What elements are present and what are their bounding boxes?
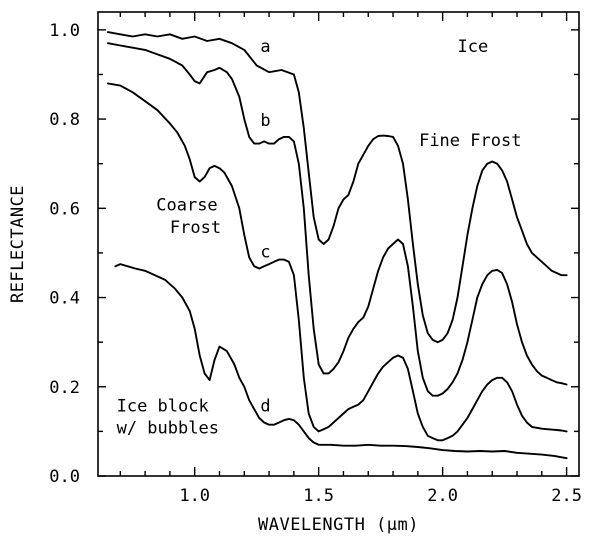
series-line-b [106,42,568,397]
series-line-d [114,263,568,460]
y-tick-label: 1.0 [49,21,80,41]
y-tick-label: 0.0 [49,467,80,487]
y-tick-label: 0.8 [49,110,80,130]
label-d: d [260,396,270,416]
label-a: a [260,37,270,57]
x-tick-label: 2.0 [427,486,458,506]
series-line-c [106,82,568,442]
label-ice-block: Ice block [117,396,209,416]
x-tick-label: 1.5 [303,486,334,506]
x-axis: 1.0 1.5 2.0 2.5 [119,12,582,506]
label-coarse: Coarse [156,196,217,216]
label-c: c [260,242,270,262]
series-layer [106,31,568,460]
plot-frame [97,11,580,477]
series-line-a [106,31,568,344]
y-axis: 0.0 0.2 0.4 0.6 0.8 1.0 [49,21,579,487]
y-tick-label: 0.2 [49,378,80,398]
y-tick-label: 0.6 [49,199,80,219]
label-frost: Frost [170,218,221,238]
x-tick-label: 2.5 [551,486,582,506]
label-b: b [260,111,270,131]
y-axis-label: REFLECTANCE [8,185,28,303]
label-ice-block-backing [114,397,212,416]
x-tick-label: 1.0 [179,486,210,506]
label-ice: Ice [458,37,489,57]
y-tick-label: 0.4 [49,289,80,309]
label-bubbles-backing [114,419,222,438]
label-bubbles: w/ bubbles [117,419,219,439]
label-fine-frost: Fine Frost [419,131,521,151]
x-axis-label: WAVELENGTH (µm) [258,515,419,535]
